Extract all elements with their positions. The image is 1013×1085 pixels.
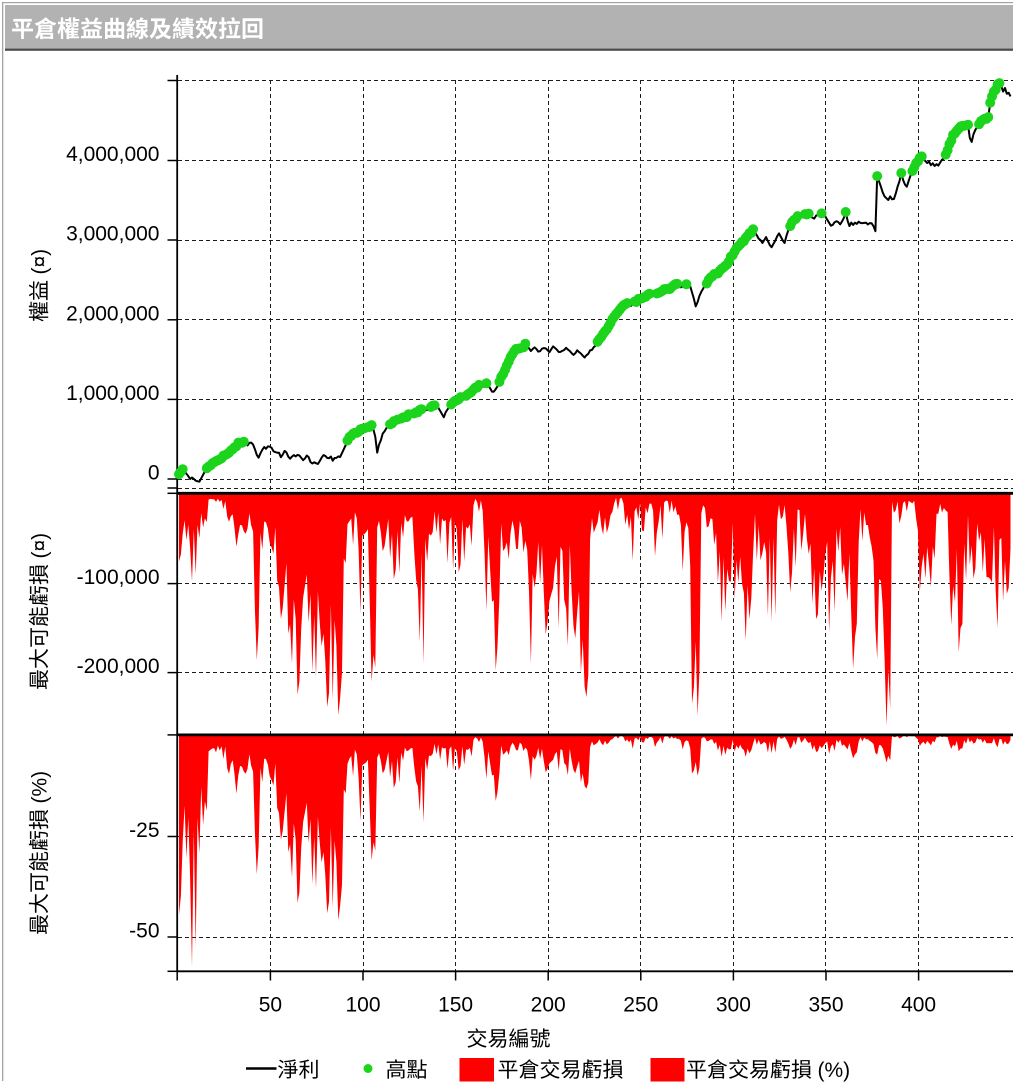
svg-text:300: 300: [716, 994, 751, 1017]
svg-text:(¤): (¤): [29, 533, 52, 559]
svg-text:-25: -25: [129, 819, 159, 842]
svg-text:3,000,000: 3,000,000: [66, 223, 159, 246]
svg-text:200: 200: [531, 994, 566, 1017]
svg-text:50: 50: [259, 994, 282, 1017]
svg-text:100: 100: [345, 994, 380, 1017]
svg-text:-200,000: -200,000: [77, 655, 160, 678]
svg-text:(%): (%): [818, 1059, 851, 1082]
svg-text:-50: -50: [129, 920, 159, 943]
svg-text:4,000,000: 4,000,000: [66, 143, 159, 166]
svg-text:400: 400: [901, 994, 936, 1017]
svg-text:-100,000: -100,000: [77, 566, 160, 589]
svg-text:1,000,000: 1,000,000: [66, 382, 159, 405]
svg-text:(¤): (¤): [29, 249, 52, 275]
svg-text:150: 150: [438, 994, 473, 1017]
svg-text:0: 0: [148, 462, 160, 485]
svg-text:250: 250: [623, 994, 658, 1017]
svg-text:(%): (%): [29, 771, 52, 804]
svg-text:350: 350: [808, 994, 843, 1017]
svg-text:2,000,000: 2,000,000: [66, 302, 159, 325]
